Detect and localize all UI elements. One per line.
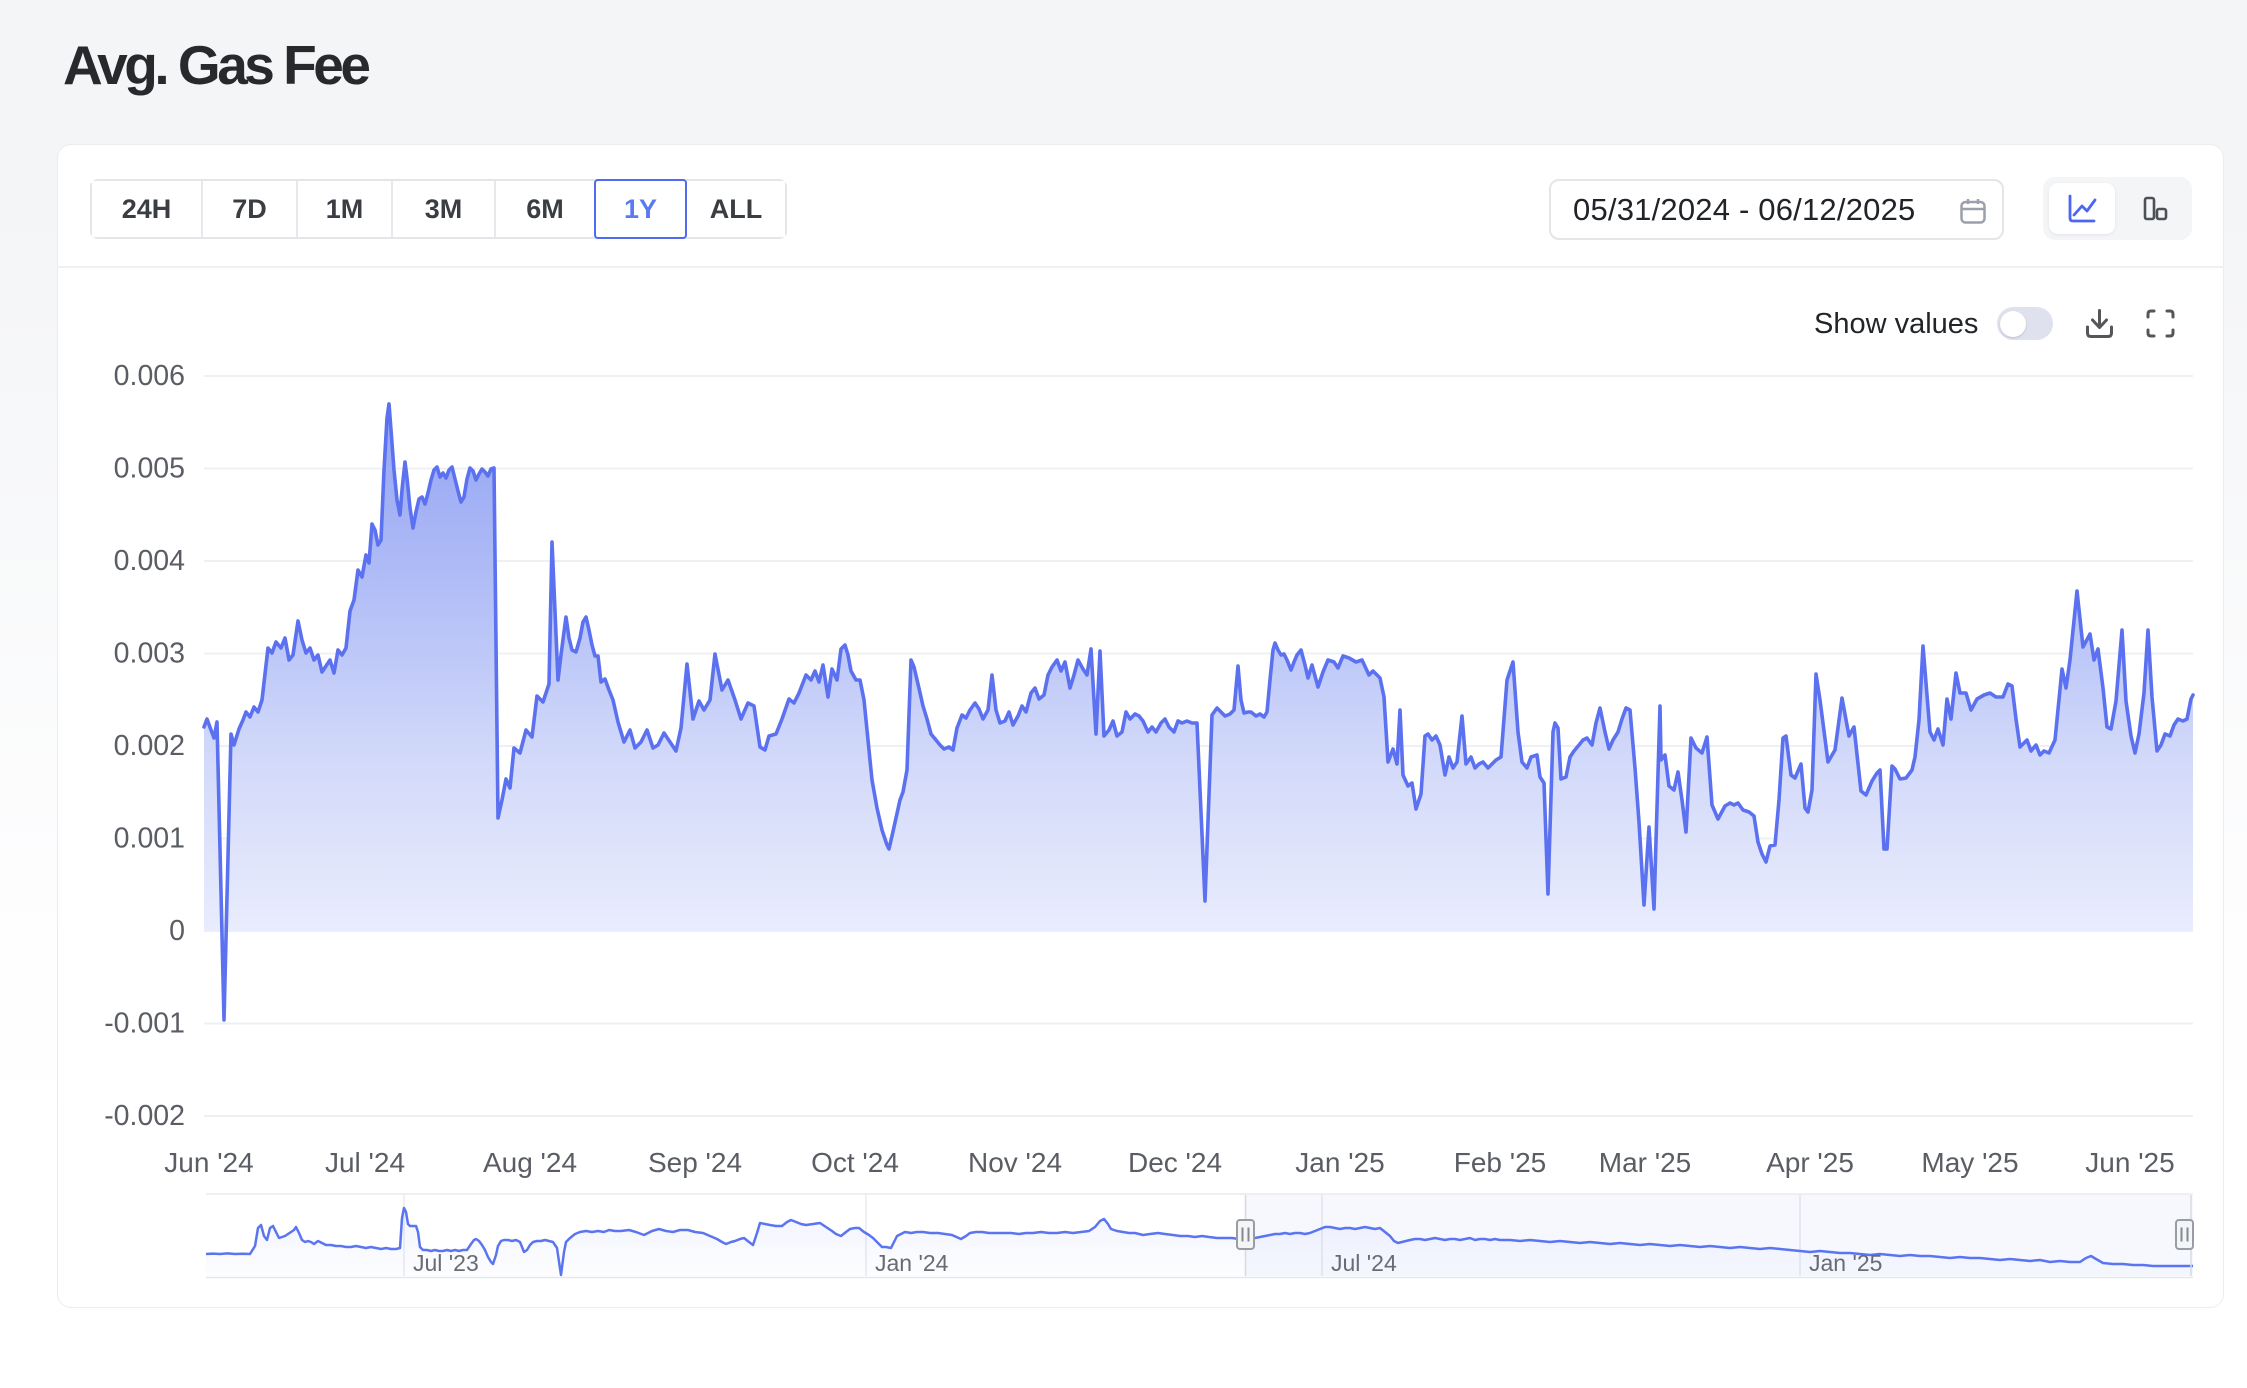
svg-text:Aug '24: Aug '24 [483,1147,577,1178]
svg-text:Nov '24: Nov '24 [968,1147,1062,1178]
svg-text:0.002: 0.002 [114,730,185,762]
svg-text:Jul '23: Jul '23 [413,1250,479,1276]
svg-text:0.005: 0.005 [114,453,185,485]
svg-text:Oct '24: Oct '24 [811,1147,899,1178]
svg-text:Sep '24: Sep '24 [648,1147,742,1178]
svg-text:Apr '25: Apr '25 [1766,1147,1854,1178]
svg-text:Jan '25: Jan '25 [1809,1250,1882,1276]
svg-text:0.003: 0.003 [114,638,185,670]
svg-text:0.006: 0.006 [114,360,185,392]
svg-text:Jun '25: Jun '25 [2085,1147,2174,1178]
svg-text:Jan '25: Jan '25 [1295,1147,1384,1178]
svg-text:Jan '24: Jan '24 [875,1250,949,1276]
svg-text:-0.001: -0.001 [104,1008,185,1040]
svg-text:Jul '24: Jul '24 [1331,1250,1397,1276]
svg-text:Mar '25: Mar '25 [1599,1147,1692,1178]
svg-text:Jun '24: Jun '24 [164,1147,253,1178]
svg-text:0: 0 [169,915,185,947]
svg-text:0.004: 0.004 [114,545,185,577]
svg-text:-0.002: -0.002 [104,1100,185,1132]
svg-text:0.001: 0.001 [114,823,185,855]
svg-text:Feb '25: Feb '25 [1454,1147,1547,1178]
svg-text:Dec '24: Dec '24 [1128,1147,1222,1178]
svg-text:Jul '24: Jul '24 [325,1147,405,1178]
svg-text:May '25: May '25 [1921,1147,2018,1178]
